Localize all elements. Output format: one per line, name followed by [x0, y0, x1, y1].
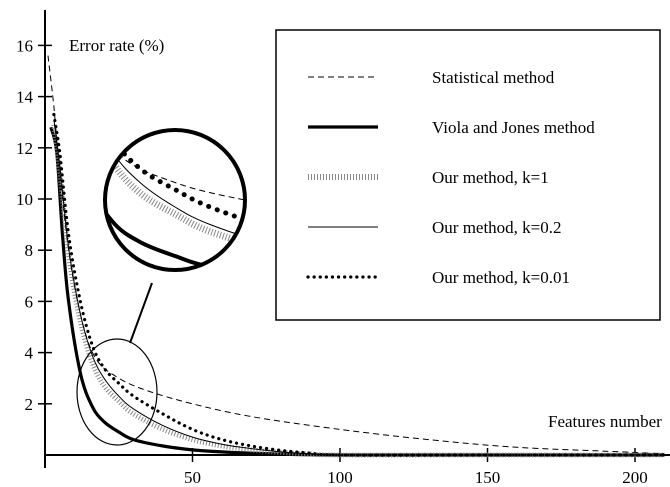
- series-layer: [47, 55, 667, 458]
- y-tick-label: 12: [16, 139, 33, 158]
- series-line-4: [53, 119, 665, 456]
- y-tick-label: 16: [16, 36, 33, 55]
- x-tick-label: 200: [622, 468, 648, 487]
- axis-ticks: 2 4 6 8 10 12 14 16 50 100 150 200: [16, 36, 648, 487]
- x-axis-title: Features number: [548, 412, 662, 431]
- inset-series-line-4: [105, 130, 245, 264]
- legend-label: Viola and Jones method: [432, 118, 595, 137]
- inset-background: [105, 130, 245, 270]
- series-line-1: [47, 55, 665, 455]
- series-line-5: [52, 112, 667, 457]
- legend: Statistical method Viola and Jones method…: [306, 68, 595, 287]
- y-tick-label: 14: [16, 88, 34, 107]
- x-tick-label: 50: [184, 468, 201, 487]
- legend-label: Statistical method: [432, 68, 555, 87]
- y-tick-label: 8: [25, 241, 34, 260]
- y-tick-label: 6: [25, 292, 34, 311]
- zoom-connector-line: [129, 282, 153, 344]
- y-tick-label: 4: [25, 344, 34, 363]
- legend-label: Our method, k=0.2: [432, 218, 562, 237]
- y-axis-title: Error rate (%): [69, 36, 164, 55]
- inset-series-line-1: [105, 130, 245, 218]
- inset-series-line-2: [105, 130, 245, 270]
- x-tick-label: 150: [475, 468, 501, 487]
- legend-label: Our method, k=1: [432, 168, 549, 187]
- x-tick-label: 100: [327, 468, 353, 487]
- y-tick-label: 10: [16, 190, 33, 209]
- y-tick-label: 2: [25, 395, 34, 414]
- zoom-region-ellipse: [76, 338, 158, 446]
- inset-zoom: [105, 130, 245, 270]
- legend-label: Our method, k=0.01: [432, 268, 570, 287]
- inset-circle-border: [103, 128, 247, 272]
- legend-box: [275, 29, 661, 321]
